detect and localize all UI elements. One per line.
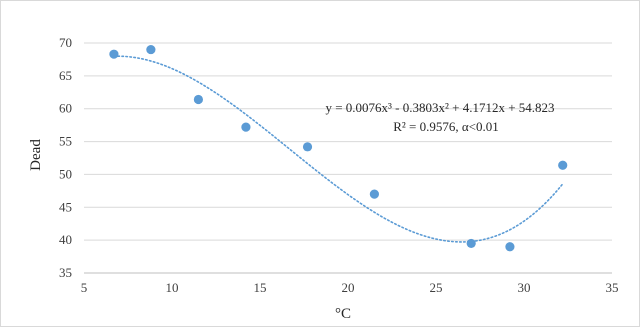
gridlines — [84, 42, 612, 274]
x-tick-label: 15 — [254, 280, 267, 295]
x-tick-label: 5 — [81, 280, 88, 295]
y-axis-title: Dead — [28, 139, 44, 171]
data-points — [109, 44, 568, 252]
y-tick-labels: 35 40 45 50 55 60 65 70 — [59, 35, 72, 280]
data-point — [241, 122, 251, 132]
y-tick-label: 70 — [59, 35, 72, 50]
data-point — [369, 189, 379, 199]
data-point — [558, 160, 568, 170]
trendline — [113, 55, 564, 243]
trendline-equation: y = 0.0076x³ - 0.3803x² + 4.1712x + 54.8… — [325, 100, 554, 115]
y-tick-label: 40 — [59, 232, 72, 247]
data-point — [466, 238, 476, 249]
trendline-statistics: R² = 0.9576, α<0.01 — [393, 119, 499, 134]
x-tick-labels: 5 10 15 20 25 30 35 — [81, 280, 619, 295]
data-point — [505, 242, 515, 252]
y-tick-label: 55 — [59, 134, 72, 149]
y-tick-label: 60 — [59, 101, 72, 116]
x-tick-label: 30 — [518, 280, 531, 295]
x-tick-label: 25 — [430, 280, 443, 295]
x-axis-title: °C — [335, 306, 351, 322]
data-point — [109, 49, 119, 59]
y-tick-label: 45 — [59, 199, 72, 214]
x-tick-label: 10 — [166, 280, 179, 295]
data-point — [146, 44, 156, 55]
data-point — [193, 94, 203, 105]
y-tick-label: 65 — [59, 68, 72, 83]
data-point — [302, 142, 313, 152]
trendline-group — [113, 55, 564, 243]
y-tick-label: 35 — [59, 265, 72, 280]
y-tick-label: 50 — [59, 166, 72, 181]
x-tick-label: 35 — [606, 280, 619, 295]
x-tick-label: 20 — [342, 280, 355, 295]
